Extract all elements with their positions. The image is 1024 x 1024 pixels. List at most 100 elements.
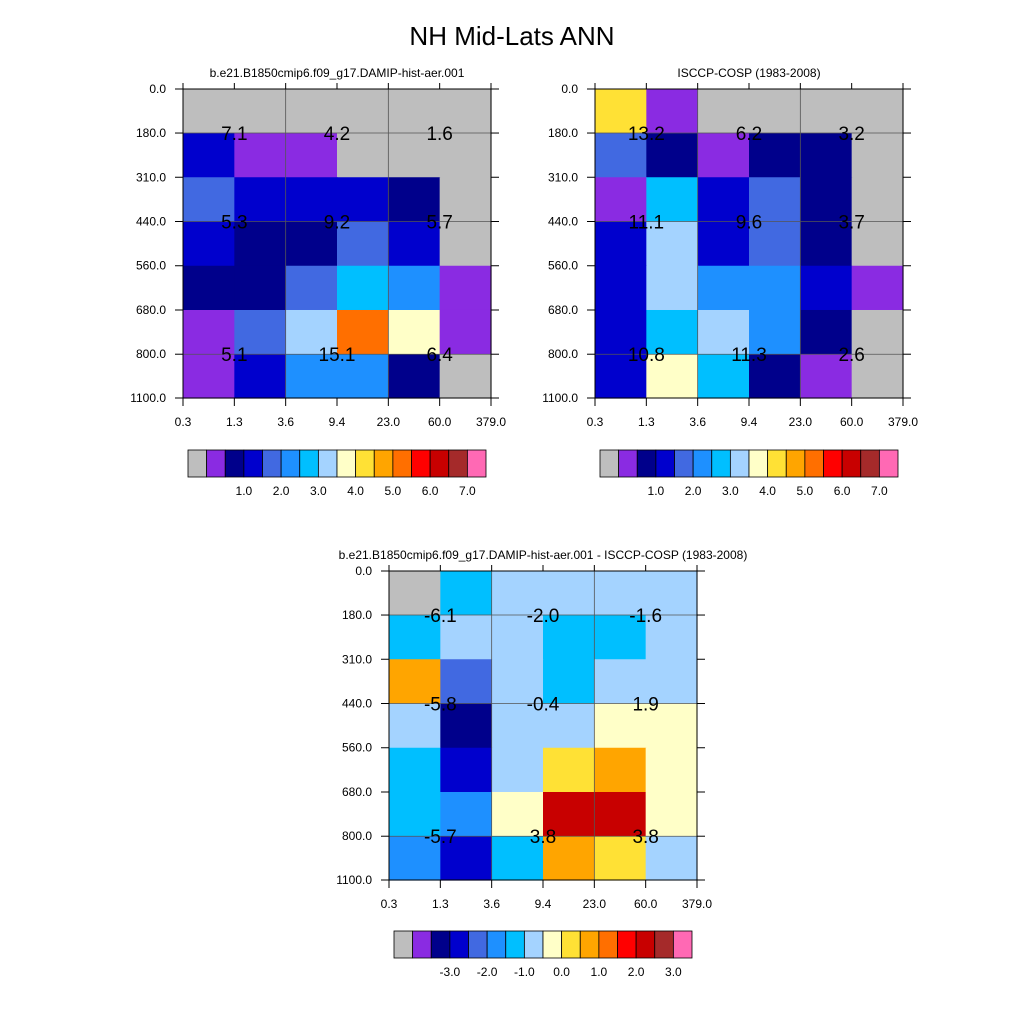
heatmap-cell <box>749 354 801 399</box>
colorbar-label: -1.0 <box>514 965 535 979</box>
y-tick-label: 440.0 <box>136 214 166 228</box>
y-tick-label: 0.0 <box>149 82 166 96</box>
heatmap-cell <box>851 265 904 311</box>
heatmap-cell <box>851 89 904 134</box>
panel-difference: b.e21.B1850cmip6.f09_g17.DAMIP-hist-aer.… <box>336 548 747 979</box>
heatmap-cell <box>439 133 492 178</box>
heatmap-cell <box>697 177 750 223</box>
colorbar-swatch <box>672 930 693 959</box>
heatmap-cell <box>543 836 595 881</box>
colorbar-swatch <box>412 930 432 959</box>
x-tick-label: 0.3 <box>175 415 192 429</box>
heatmap-cell <box>543 571 595 616</box>
heatmap-cell <box>440 703 493 749</box>
heatmap-cell <box>543 747 595 793</box>
heatmap-cell <box>337 309 389 355</box>
panel-observations: ISCCP-COSP (1983-2008) 0.3 1.3 3.6 9.4 23.0 60… <box>542 66 918 498</box>
colorbar-label: 1.0 <box>591 965 608 979</box>
heatmap-cell <box>389 703 441 749</box>
x-tick-label: 9.4 <box>741 415 758 429</box>
heatmap-cell <box>543 791 595 837</box>
heatmap-cell <box>388 354 441 399</box>
colorbar-label: 7.0 <box>459 484 476 498</box>
y-tick-label: 180.0 <box>136 126 166 140</box>
colorbar-label: 4.0 <box>759 484 776 498</box>
colorbar-label: 3.0 <box>722 484 739 498</box>
box-value-label: 15.1 <box>319 345 356 366</box>
x-tick-label: 9.4 <box>329 415 346 429</box>
figure-title: NH Mid-Lats ANN <box>409 21 614 51</box>
box-value-label: 5.1 <box>221 345 247 366</box>
box-value-label: 4.2 <box>324 124 350 145</box>
box-value-label: -5.8 <box>424 694 457 715</box>
colorbar-swatch <box>429 449 450 478</box>
y-tick-label: 310.0 <box>136 170 166 184</box>
colorbar-swatch <box>448 449 468 478</box>
heatmap-cell <box>183 309 235 355</box>
colorbar-swatch <box>674 449 694 478</box>
colorbar-swatch <box>243 449 263 478</box>
heatmap-cell <box>389 659 441 705</box>
heatmap-cell <box>594 747 647 793</box>
heatmap-cell <box>285 133 338 178</box>
colorbar-swatch <box>542 930 563 959</box>
colorbar-label: 6.0 <box>834 484 851 498</box>
heatmap-cell <box>646 265 699 311</box>
colorbar-swatch <box>317 449 338 478</box>
y-tick-label: 0.0 <box>355 564 372 578</box>
heatmap-cell <box>491 747 544 793</box>
colorbar-label: 2.0 <box>273 484 290 498</box>
heatmap-cell <box>440 659 493 705</box>
heatmap-cell <box>594 836 647 881</box>
colorbar-swatch <box>823 449 843 478</box>
heatmap-cell <box>234 309 287 355</box>
heatmap-cell <box>337 265 389 311</box>
colorbar-swatch <box>804 449 824 478</box>
heatmap-cell <box>749 177 801 223</box>
heatmap-cell <box>439 354 492 399</box>
colorbar-swatch <box>355 449 375 478</box>
y-tick-label: 1100.0 <box>130 391 166 405</box>
colorbar-swatch <box>599 449 620 478</box>
colorbar-label: 7.0 <box>871 484 888 498</box>
heatmap-cell <box>183 265 235 311</box>
box-value-label: -6.1 <box>424 606 457 627</box>
heatmap-cell <box>439 309 492 355</box>
heatmap-cell <box>234 221 287 267</box>
x-tick-label: 1.3 <box>638 415 655 429</box>
y-tick-label: 0.0 <box>561 82 578 96</box>
heatmap-cell <box>851 133 904 178</box>
y-tick-label: 1100.0 <box>542 391 578 405</box>
colorbar-swatch <box>280 449 301 478</box>
heatmap-cell <box>491 659 544 705</box>
box-value-label: -5.7 <box>424 827 457 848</box>
heatmap-cell <box>543 659 595 705</box>
colorbar-swatch <box>468 930 488 959</box>
heatmap-cell <box>851 221 904 267</box>
heatmap-cell <box>285 177 338 223</box>
heatmap-cell <box>491 791 544 837</box>
colorbar-swatch <box>692 449 713 478</box>
x-tick-label: 3.6 <box>689 415 706 429</box>
colorbar-label: 6.0 <box>422 484 439 498</box>
y-tick-label: 680.0 <box>548 303 578 317</box>
colorbar-swatch <box>299 449 319 478</box>
heatmap-cell <box>491 836 544 881</box>
colorbar-swatch <box>617 930 637 959</box>
heatmap-cell <box>234 133 287 178</box>
colorbar-swatch <box>262 449 282 478</box>
heatmap-cell <box>388 89 441 134</box>
x-tick-label: 23.0 <box>377 415 401 429</box>
heatmap-cell <box>285 309 338 355</box>
colorbar-label: 1.0 <box>236 484 253 498</box>
heatmap-cell <box>234 354 287 399</box>
heatmap-cell <box>388 133 441 178</box>
heatmap-cell <box>646 221 699 267</box>
colorbar-swatch <box>618 449 638 478</box>
colorbar-swatch <box>654 930 674 959</box>
heatmap-cell <box>749 265 801 311</box>
box-value-label: -2.0 <box>527 606 560 627</box>
heatmap-cell <box>183 221 235 267</box>
heatmap-cell <box>440 747 493 793</box>
y-tick-label: 440.0 <box>548 214 578 228</box>
